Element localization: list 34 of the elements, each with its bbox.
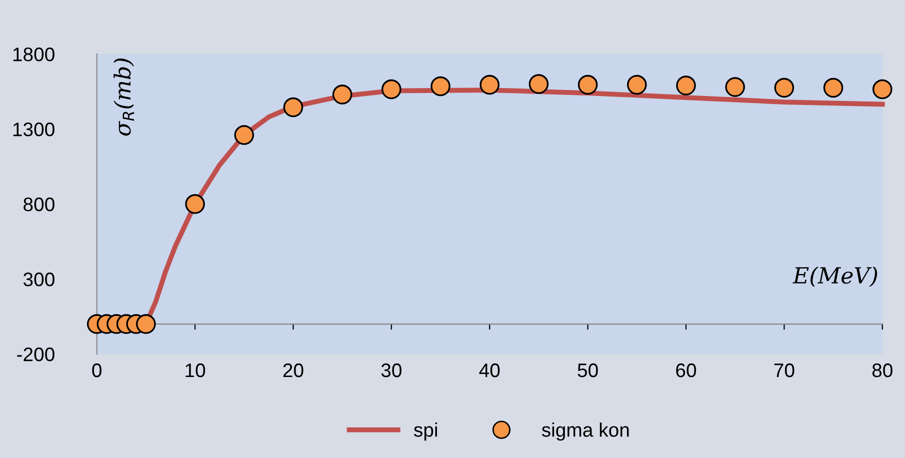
x-tick-label: 60 <box>676 363 696 378</box>
x-tick-label: 20 <box>283 363 304 378</box>
point <box>528 74 549 94</box>
point <box>774 78 794 98</box>
legend-label: sigma kon <box>542 422 629 441</box>
point <box>136 314 156 334</box>
x-tick-label: 40 <box>479 363 500 378</box>
point <box>627 74 647 95</box>
point <box>578 74 598 95</box>
x-tick-label: 70 <box>774 363 794 378</box>
point <box>480 74 500 95</box>
point <box>872 79 892 100</box>
y-tick-label: 1800 <box>13 48 54 62</box>
legend-label: spi <box>414 422 437 441</box>
x-tick-label: 30 <box>381 363 402 378</box>
y-tick-label: 300 <box>23 272 54 286</box>
point <box>332 84 352 104</box>
point <box>283 97 304 118</box>
point <box>725 77 745 97</box>
x-tick-label: 10 <box>186 363 206 378</box>
point <box>185 194 205 214</box>
y-tick-label: -200 <box>17 348 54 362</box>
x-axis-title: E(MeV) <box>792 266 878 287</box>
point <box>823 78 844 98</box>
x-tick-label: 0 <box>92 363 102 378</box>
y-axis-title: σ$_{R}$(mb) <box>114 58 134 136</box>
x-tick-label: 80 <box>872 363 892 378</box>
point <box>382 79 402 100</box>
point <box>430 76 450 96</box>
y-tick-label: 1300 <box>13 122 54 136</box>
y-tick-label: 800 <box>24 198 54 212</box>
point <box>676 76 696 96</box>
x-tick-label: 50 <box>578 363 598 378</box>
point <box>234 125 254 145</box>
